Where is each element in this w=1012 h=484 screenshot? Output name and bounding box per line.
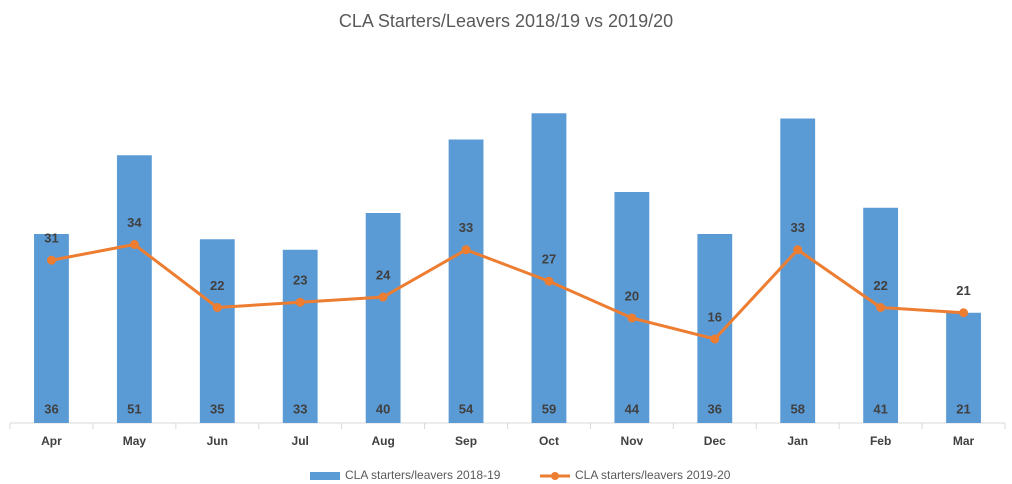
bar-label: 51 (127, 401, 141, 416)
bar-label: 36 (44, 401, 58, 416)
x-tick-label: Jan (787, 434, 808, 448)
line-point (793, 245, 803, 255)
bar (531, 113, 567, 423)
line-point (378, 292, 388, 302)
bar-label: 59 (542, 401, 556, 416)
line-label: 21 (956, 283, 970, 298)
bar (863, 207, 899, 423)
bar-label: 58 (790, 401, 804, 416)
legend-label: CLA starters/leavers 2019-20 (575, 468, 731, 482)
line-label: 31 (44, 231, 58, 246)
chart-title: CLA Starters/Leavers 2018/19 vs 2019/20 (339, 11, 673, 31)
x-tick-label: Mar (953, 434, 975, 448)
line-point (959, 308, 969, 318)
line-point (129, 240, 139, 249)
line-label: 22 (210, 278, 224, 293)
line-label: 23 (293, 273, 307, 288)
line-point (46, 255, 56, 265)
legend-swatch-point (551, 472, 559, 480)
bar (780, 118, 816, 423)
bar (448, 139, 484, 423)
bar-label: 35 (210, 401, 224, 416)
line-point (710, 334, 720, 344)
x-tick-label: Jul (292, 434, 309, 448)
bar (365, 213, 401, 423)
x-tick-label: Nov (621, 434, 644, 448)
line-point (295, 297, 305, 307)
line-label: 33 (459, 220, 473, 235)
x-tick-label: Aug (371, 434, 394, 448)
line-label: 20 (625, 288, 639, 303)
bar (116, 155, 152, 423)
x-tick-label: Sep (455, 434, 477, 448)
x-tick-label: Apr (41, 434, 62, 448)
x-tick-label: Oct (539, 434, 559, 448)
bar (199, 239, 235, 423)
bar-label: 33 (293, 401, 307, 416)
bar-label: 21 (956, 401, 970, 416)
bar-label: 41 (873, 401, 887, 416)
x-tick-label: Feb (870, 434, 891, 448)
x-tick-label: Jun (207, 434, 228, 448)
legend-swatch (310, 472, 340, 480)
line-point (627, 313, 637, 323)
bar-label: 54 (459, 401, 474, 416)
bar (697, 234, 733, 423)
legend-label: CLA starters/leavers 2018-19 (345, 468, 501, 482)
x-tick-label: Dec (704, 434, 726, 448)
bar-label: 40 (376, 401, 390, 416)
bar (946, 312, 981, 423)
bar-label: 44 (625, 401, 640, 416)
bar-label: 36 (708, 401, 722, 416)
bar (282, 249, 318, 423)
line-point (544, 276, 554, 286)
line-point (212, 303, 222, 312)
line-label: 16 (708, 309, 722, 324)
line-label: 34 (127, 215, 142, 230)
bar (34, 234, 69, 423)
line (51, 242, 964, 341)
line-label: 27 (542, 252, 556, 267)
line-label: 24 (376, 267, 391, 282)
line-point (876, 303, 886, 312)
line-label: 33 (790, 220, 804, 235)
line-label: 22 (873, 278, 887, 293)
x-tick-label: May (123, 434, 147, 448)
bar (614, 192, 650, 423)
line-point (461, 245, 471, 255)
